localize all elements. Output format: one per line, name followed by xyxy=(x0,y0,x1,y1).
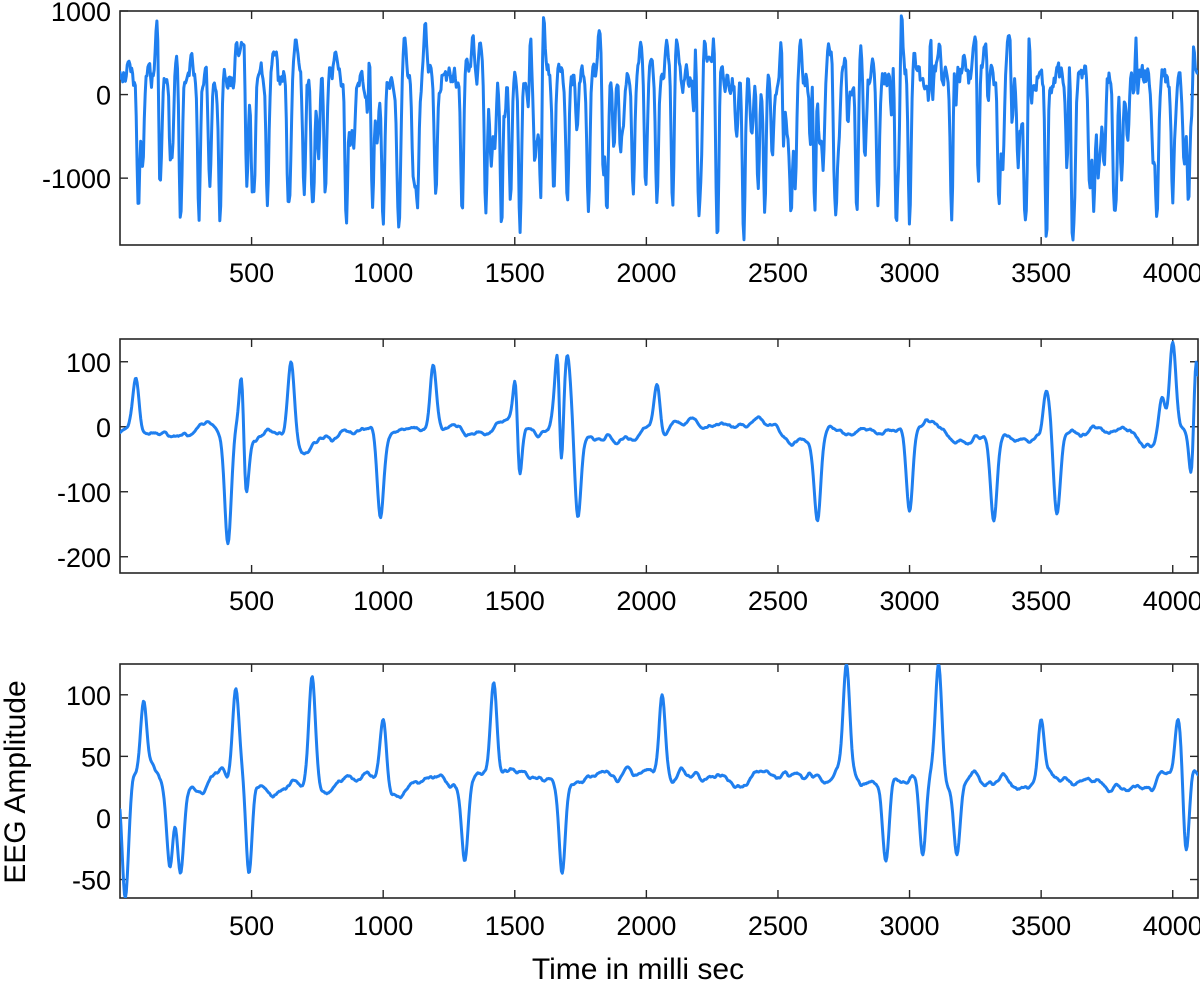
y-tick-label: 100 xyxy=(66,348,111,378)
x-axis-label: Time in milli sec xyxy=(532,953,744,986)
x-tick-label: 2000 xyxy=(616,911,676,941)
x-tick-label: 3000 xyxy=(880,586,940,616)
x-tick-label: 500 xyxy=(229,911,274,941)
x-tick-label: 1000 xyxy=(353,258,413,288)
x-tick-label: 4000 xyxy=(1143,586,1200,616)
y-tick-label: 0 xyxy=(96,413,111,443)
y-tick-label: -100 xyxy=(57,478,111,508)
y-tick-label: 50 xyxy=(81,742,111,772)
x-tick-label: 3500 xyxy=(1011,258,1071,288)
x-tick-label: 1000 xyxy=(353,586,413,616)
plot-frame xyxy=(119,663,1199,899)
x-tick-label: 2000 xyxy=(616,258,676,288)
y-axis-label: EEG Amplitude xyxy=(0,680,32,883)
x-tick-label: 1000 xyxy=(353,911,413,941)
x-tick-label: 2500 xyxy=(748,911,808,941)
x-tick-label: 1500 xyxy=(485,911,545,941)
x-tick-label: 4000 xyxy=(1143,258,1200,288)
x-tick-label: 3500 xyxy=(1011,911,1071,941)
eeg-signal-line xyxy=(120,340,1198,546)
y-tick-label: 0 xyxy=(96,81,111,111)
x-tick-label: 2500 xyxy=(748,258,808,288)
plot-frame xyxy=(119,338,1199,574)
x-tick-label: 500 xyxy=(229,258,274,288)
middle-signal-panel: 500 1000 1500 2000 2500 3000 3500 40001000-100-… xyxy=(57,338,1200,616)
x-tick-label: 3000 xyxy=(880,258,940,288)
x-tick-label: 3500 xyxy=(1011,586,1071,616)
x-tick-label: 4000 xyxy=(1143,911,1200,941)
y-tick-label: 0 xyxy=(96,804,111,834)
x-tick-label: 3000 xyxy=(880,911,940,941)
top-signal-panel: 500 1000 1500 2000 2500 3000 3500 4000 1000 0 -100… xyxy=(42,0,1200,288)
y-tick-label: 1000 xyxy=(51,0,111,27)
plot-frame xyxy=(119,10,1199,246)
x-tick-label: 2000 xyxy=(616,586,676,616)
x-tick-label: 1500 xyxy=(485,586,545,616)
y-tick-label: -50 xyxy=(72,866,111,896)
eeg-signal-line xyxy=(120,14,1198,242)
y-tick-label: -200 xyxy=(57,543,111,573)
panels: 500 1000 1500 2000 2500 3000 3500 400010000-100… xyxy=(42,0,1200,941)
x-tick-label: 1500 xyxy=(485,258,545,288)
x-tick-label: 500 xyxy=(229,586,274,616)
eeg-signal-line xyxy=(120,664,1198,898)
y-tick-label: -1000 xyxy=(42,164,111,194)
y-tick-label: 100 xyxy=(66,681,111,711)
x-tick-label: 2500 xyxy=(748,586,808,616)
